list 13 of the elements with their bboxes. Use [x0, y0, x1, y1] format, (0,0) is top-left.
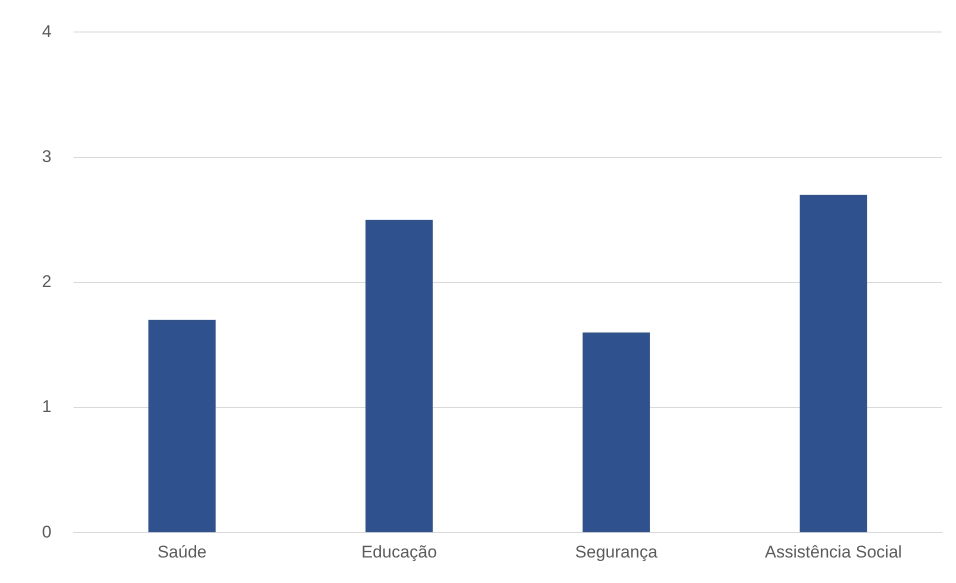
- y-tick-label: 4: [42, 22, 52, 41]
- bar: [800, 194, 868, 532]
- bar: [582, 332, 650, 532]
- x-tick-label: Educação: [361, 542, 437, 562]
- x-tick-label: Segurança: [575, 542, 658, 562]
- y-tick-label: 3: [42, 146, 52, 166]
- x-tick-label: Saúde: [157, 542, 207, 562]
- bar: [148, 320, 216, 532]
- y-tick-label: 0: [42, 522, 52, 542]
- y-tick-label: 1: [42, 397, 52, 416]
- x-tick-label: Assistência Social: [764, 542, 902, 562]
- bar: [366, 220, 433, 532]
- y-tick-label: 2: [42, 272, 52, 292]
